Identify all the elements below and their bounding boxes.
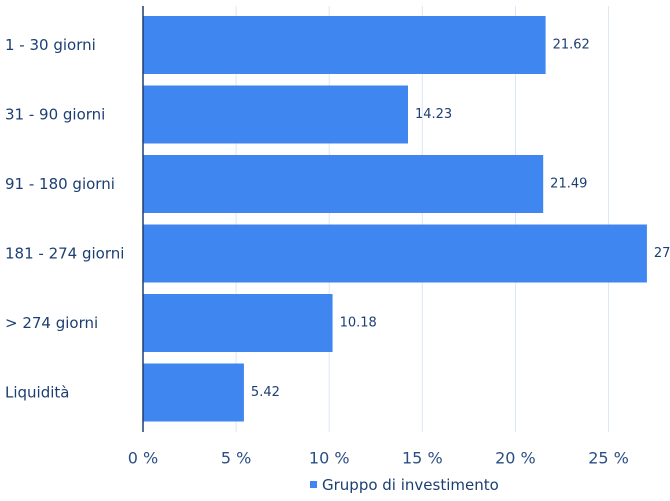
bar-3 [143,224,647,283]
category-label-4: > 274 giorni [5,314,98,332]
x-tick-label-4: 20 % [495,449,536,468]
value-label-2: 21.49 [550,177,587,192]
category-label-2: 91 - 180 giorni [5,175,115,193]
category-label-1: 31 - 90 giorni [5,106,105,124]
value-labels: 21.62 14.23 21.49 27.06 10.18 5.42 [251,38,670,401]
x-tick-label-1: 5 % [221,449,251,468]
bar-0 [143,16,546,74]
bars [143,16,647,422]
bar-1 [143,85,408,144]
value-label-1: 14.23 [415,107,452,122]
value-label-3: 27.06 [654,246,670,261]
x-tick-label-5: 25 % [588,449,629,468]
x-tick-label-2: 10 % [309,449,350,468]
category-label-5: Liquidità [5,384,69,402]
legend: Gruppo di investimento [310,476,499,494]
legend-label: Gruppo di investimento [322,476,499,494]
category-labels: 1 - 30 giorni 31 - 90 giorni 91 - 180 gior… [5,36,124,402]
x-tick-label-3: 15 % [402,449,443,468]
bar-2 [143,155,544,213]
value-label-5: 5.42 [251,385,280,400]
value-label-4: 10.18 [340,316,377,331]
grid-lines [235,6,610,432]
category-label-3: 181 - 274 giorni [5,245,124,263]
x-tick-label-0: 0 % [128,449,158,468]
x-axis-ticks: 0 % 5 % 10 % 15 % 20 % 25 % [128,449,629,468]
category-label-0: 1 - 30 giorni [5,36,96,54]
bar-4 [143,294,333,352]
bar-5 [143,363,244,422]
value-label-0: 21.62 [553,38,590,53]
legend-swatch [310,481,317,488]
